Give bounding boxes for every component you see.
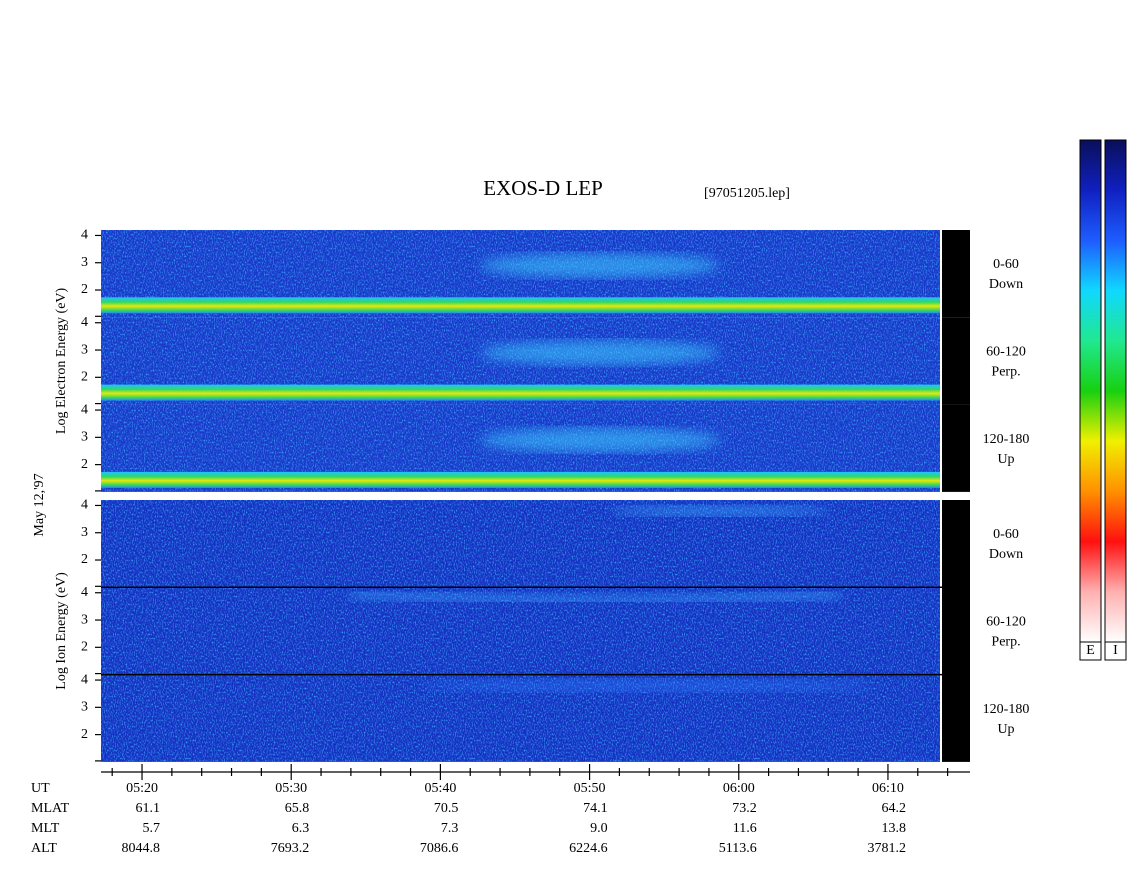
ephemeris-value: 74.1: [583, 801, 608, 816]
y-tick-label: 4: [81, 498, 88, 513]
ephemeris-value: 7693.2: [271, 841, 310, 856]
x-tick-label: 06:00: [723, 781, 755, 796]
y-tick-label: 4: [81, 672, 88, 687]
flux-band: [101, 384, 940, 401]
colorbar-label-box: [1104, 641, 1127, 661]
flux-feature: [480, 253, 720, 278]
colorbar-label: I: [1113, 643, 1118, 658]
ephemeris-value: 9.0: [590, 821, 608, 836]
y-tick-label: 4: [81, 228, 88, 243]
no-data: [942, 230, 970, 318]
ephemeris-name: MLT: [31, 821, 60, 836]
no-data: [942, 587, 970, 675]
ephemeris-value: 70.5: [434, 801, 459, 816]
panel-pitch-label: 120-180: [983, 432, 1030, 447]
file-label: [97051205.lep]: [704, 186, 790, 201]
ephemeris-value: 11.6: [733, 821, 757, 836]
x-tick-label: 05:40: [424, 781, 456, 796]
no-data: [942, 500, 970, 588]
y-tick-label: 3: [81, 430, 88, 445]
flux-band: [101, 471, 940, 488]
panel-direction-label: Down: [989, 277, 1023, 292]
panel-pitch-label: 60-120: [986, 345, 1026, 360]
y-tick-label: 3: [81, 255, 88, 270]
flux-feature: [349, 589, 841, 605]
ephemeris-value: 7.3: [441, 821, 459, 836]
flux-feature: [610, 505, 830, 516]
colorbar-label-box: [1079, 641, 1102, 661]
y-tick-label: 3: [81, 525, 88, 540]
y-tick-label: 3: [81, 342, 88, 357]
y-tick-label: 2: [81, 727, 88, 742]
y-tick-label: 2: [81, 370, 88, 385]
ephemeris-value: 61.1: [136, 801, 161, 816]
y-axis-label: Log Ion Energy (eV): [54, 572, 69, 690]
colorbar: [1079, 139, 1102, 643]
panel-direction-label: Up: [997, 452, 1014, 467]
panel-direction-label: Perp.: [991, 365, 1020, 380]
chart-title: EXOS-D LEP: [483, 176, 603, 200]
panel-direction-label: Down: [989, 547, 1023, 562]
x-tick-label: 05:20: [126, 781, 158, 796]
y-tick-label: 2: [81, 282, 88, 297]
y-tick-label: 4: [81, 315, 88, 330]
colorbar: [1104, 139, 1127, 643]
ephemeris-value: 5.7: [143, 821, 161, 836]
panel-direction-label: Perp.: [991, 635, 1020, 650]
y-tick-label: 2: [81, 552, 88, 567]
flux-feature: [480, 340, 720, 365]
ephemeris-value: 73.2: [732, 801, 757, 816]
y-tick-label: 2: [81, 457, 88, 472]
ephemeris-name: MLAT: [31, 801, 70, 816]
ephemeris-value: 6224.6: [569, 841, 608, 856]
panel-direction-label: Up: [997, 722, 1014, 737]
y-tick-label: 3: [81, 700, 88, 715]
flux-feature: [420, 679, 880, 692]
no-data: [942, 674, 970, 762]
ephemeris-value: 64.2: [881, 801, 906, 816]
panel-pitch-label: 120-180: [983, 702, 1030, 717]
colorbar-label: E: [1086, 643, 1095, 658]
y-tick-label: 4: [81, 585, 88, 600]
y-tick-label: 4: [81, 402, 88, 417]
y-tick-label: 2: [81, 640, 88, 655]
ephemeris-value: 6.3: [292, 821, 310, 836]
date-label: May 12,'97: [32, 473, 47, 536]
no-data: [942, 404, 970, 492]
flux-band: [101, 297, 940, 314]
x-tick-label: 06:10: [872, 781, 904, 796]
panel-pitch-label: 0-60: [993, 527, 1019, 542]
panel-pitch-label: 60-120: [986, 615, 1026, 630]
ephemeris-name: UT: [31, 781, 50, 796]
ephemeris-value: 13.8: [881, 821, 906, 836]
x-tick-label: 05:30: [275, 781, 307, 796]
ephemeris-value: 8044.8: [122, 841, 161, 856]
panel-noise: [101, 500, 940, 588]
ephemeris-value: 3781.2: [867, 841, 906, 856]
ephemeris-name: ALT: [31, 841, 57, 856]
no-data: [942, 317, 970, 405]
ephemeris-value: 7086.6: [420, 841, 459, 856]
x-tick-label: 05:50: [574, 781, 606, 796]
ephemeris-value: 65.8: [285, 801, 310, 816]
y-tick-label: 3: [81, 612, 88, 627]
y-axis-label: Log Electron Energy (eV): [54, 287, 69, 434]
ephemeris-value: 5113.6: [719, 841, 757, 856]
panel-pitch-label: 0-60: [993, 257, 1019, 272]
flux-feature: [480, 428, 720, 453]
